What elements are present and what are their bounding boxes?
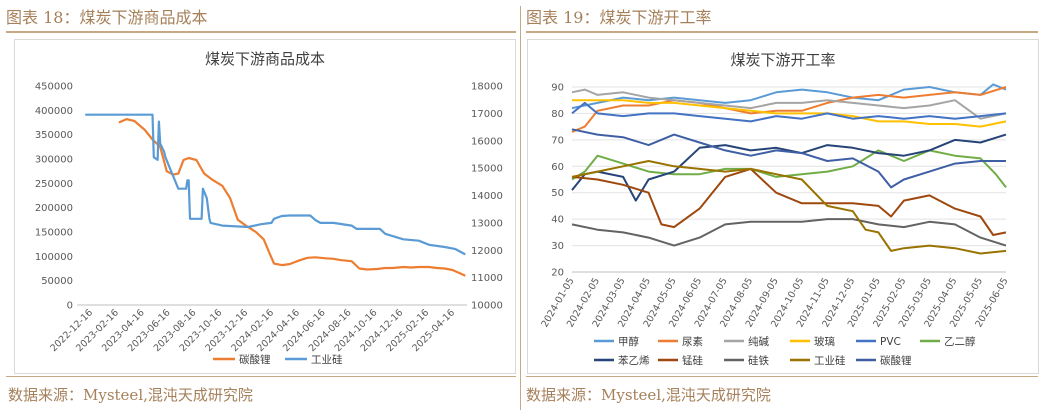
series-line-7 <box>571 167 1007 236</box>
left-chart-svg: 煤炭下游商品成本 0 50000 100000 150000 200000 250000 30… <box>35 50 503 366</box>
y-tick-label: 90 <box>551 83 564 94</box>
y-right-tick-label: 12000 <box>471 246 503 257</box>
right-chart-svg: 煤炭下游开工率20304050607080902024-01-052024-02… <box>539 51 1010 367</box>
series-line-3 <box>572 99 1007 128</box>
panel-separator <box>520 6 521 410</box>
y-right-tick-label: 15000 <box>471 164 503 175</box>
legend-label: 工业硅 <box>814 354 846 367</box>
legend-label: 锰硅 <box>682 354 703 367</box>
left-source-note: 数据来源：Mysteel,混沌天成研究院 <box>8 386 253 404</box>
legend-label: 工业硅 <box>311 353 343 366</box>
series-line-industrial-silicon <box>85 113 466 256</box>
y-left-tick-label: 250000 <box>35 179 73 190</box>
y-tick-label: 80 <box>551 109 564 120</box>
left-chart-box: 煤炭下游商品成本 0 50000 100000 150000 200000 250000 30… <box>14 39 516 374</box>
legend-label: 碳酸锂 <box>880 354 912 367</box>
y-left-tick-label: 150000 <box>35 228 73 239</box>
legend-label: 尿素 <box>682 335 703 348</box>
y-left-tick-label: 50000 <box>41 276 73 287</box>
y-tick-label: 20 <box>551 268 564 279</box>
series-line-10 <box>571 128 1006 189</box>
series-line-lithium-carbonate <box>118 118 466 277</box>
left-figure-title: 图表 18：煤炭下游商品成本 <box>6 8 208 27</box>
legend-label: 碳酸锂 <box>239 353 271 366</box>
right-source-rule <box>526 376 1038 377</box>
legend-label: 乙二醇 <box>944 335 976 348</box>
y-left-tick-label: 200000 <box>35 203 73 214</box>
left-title-rule <box>6 31 516 33</box>
y-left-tick-label: 400000 <box>35 106 73 117</box>
series-line-2 <box>571 88 1007 120</box>
y-tick-label: 30 <box>551 241 564 252</box>
series-line-8 <box>571 218 1007 247</box>
legend-label: 苯乙烯 <box>618 354 650 367</box>
y-tick-label: 40 <box>551 215 564 226</box>
y-left-tick-label: 0 <box>67 301 73 312</box>
y-right-tick-label: 10000 <box>471 301 503 312</box>
y-right-tick-label: 11000 <box>471 273 503 284</box>
legend-label: 纯碱 <box>748 335 769 348</box>
series-line-6 <box>571 133 1007 202</box>
chart-title: 煤炭下游开工率 <box>730 51 835 69</box>
right-title-rule <box>526 31 1038 33</box>
left-source-rule <box>6 376 516 377</box>
right-figure-title: 图表 19：煤炭下游开工率 <box>526 8 712 27</box>
y-left-tick-label: 100000 <box>35 252 73 263</box>
legend-label: PVC <box>880 336 901 348</box>
y-right-tick-label: 18000 <box>471 82 503 93</box>
chart-title: 煤炭下游商品成本 <box>205 50 325 68</box>
right-chart-box: 煤炭下游开工率 20 30 40 50 60 70 80 90 2024-01-05 2024-02… <box>527 39 1039 374</box>
y-tick-label: 60 <box>551 162 564 173</box>
series-line-1 <box>571 86 1007 133</box>
y-right-tick-label: 14000 <box>471 191 503 202</box>
series-line-9 <box>571 160 1007 255</box>
y-left-tick-label: 350000 <box>35 130 73 141</box>
y-right-tick-label: 17000 <box>471 109 503 120</box>
legend-label: 甲醇 <box>618 335 639 348</box>
right-source-note: 数据来源：Mysteel,混沌天成研究院 <box>526 386 771 404</box>
legend-label: 玻璃 <box>814 335 835 348</box>
y-tick-label: 70 <box>551 135 564 146</box>
series-line-4 <box>571 101 1007 123</box>
legend-label: 硅铁 <box>748 354 769 367</box>
y-right-tick-label: 13000 <box>471 218 503 229</box>
y-left-tick-label: 450000 <box>35 82 73 93</box>
y-right-tick-label: 16000 <box>471 136 503 147</box>
y-left-tick-label: 300000 <box>35 155 73 166</box>
y-tick-label: 50 <box>551 188 564 199</box>
